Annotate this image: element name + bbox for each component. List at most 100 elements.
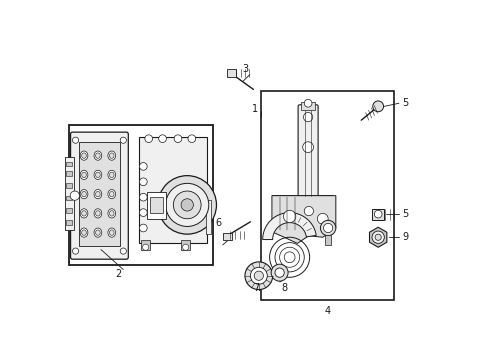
Ellipse shape bbox=[96, 230, 100, 235]
Bar bbox=[66, 171, 73, 176]
Ellipse shape bbox=[96, 153, 100, 158]
Bar bbox=[222, 233, 232, 240]
Bar bbox=[372, 209, 384, 220]
Bar bbox=[141, 240, 150, 249]
Text: 9: 9 bbox=[402, 232, 408, 242]
Circle shape bbox=[181, 199, 194, 211]
Polygon shape bbox=[272, 195, 336, 243]
Bar bbox=[301, 103, 315, 110]
Ellipse shape bbox=[109, 192, 114, 197]
Circle shape bbox=[120, 248, 126, 254]
Ellipse shape bbox=[109, 172, 114, 177]
Circle shape bbox=[140, 209, 147, 216]
Circle shape bbox=[140, 178, 147, 186]
Circle shape bbox=[250, 267, 268, 284]
Ellipse shape bbox=[80, 189, 88, 199]
Bar bbox=[227, 69, 237, 77]
Text: 1: 1 bbox=[252, 104, 258, 114]
Ellipse shape bbox=[80, 209, 88, 218]
Circle shape bbox=[174, 135, 182, 143]
Ellipse shape bbox=[82, 153, 86, 158]
Ellipse shape bbox=[96, 211, 100, 216]
Ellipse shape bbox=[82, 230, 86, 235]
Ellipse shape bbox=[80, 228, 88, 237]
Circle shape bbox=[373, 101, 384, 112]
Circle shape bbox=[271, 264, 288, 281]
Circle shape bbox=[73, 137, 78, 143]
Circle shape bbox=[323, 223, 333, 233]
Circle shape bbox=[140, 163, 147, 170]
Circle shape bbox=[372, 231, 384, 243]
Text: 3: 3 bbox=[243, 64, 249, 73]
FancyBboxPatch shape bbox=[71, 132, 128, 259]
Ellipse shape bbox=[96, 172, 100, 177]
Circle shape bbox=[320, 220, 336, 236]
Ellipse shape bbox=[96, 192, 100, 197]
FancyBboxPatch shape bbox=[298, 105, 318, 205]
Ellipse shape bbox=[108, 189, 116, 199]
Circle shape bbox=[143, 244, 149, 250]
Ellipse shape bbox=[80, 151, 88, 160]
Circle shape bbox=[120, 137, 126, 143]
Circle shape bbox=[283, 210, 296, 222]
Text: 7: 7 bbox=[253, 283, 260, 293]
Ellipse shape bbox=[109, 153, 114, 158]
Ellipse shape bbox=[82, 192, 86, 197]
Bar bbox=[147, 192, 167, 219]
Circle shape bbox=[318, 213, 328, 224]
Circle shape bbox=[303, 142, 314, 153]
Text: 2: 2 bbox=[116, 269, 122, 279]
Bar bbox=[66, 195, 73, 200]
Polygon shape bbox=[369, 227, 387, 247]
Bar bbox=[325, 235, 331, 245]
Circle shape bbox=[166, 183, 209, 226]
Bar bbox=[66, 208, 73, 213]
Circle shape bbox=[140, 193, 147, 201]
Bar bbox=[206, 199, 211, 234]
Bar bbox=[272, 195, 332, 214]
Text: 8: 8 bbox=[281, 283, 287, 293]
Text: 4: 4 bbox=[324, 306, 330, 316]
Ellipse shape bbox=[108, 151, 116, 160]
Ellipse shape bbox=[82, 172, 86, 177]
Circle shape bbox=[304, 99, 312, 107]
Bar bbox=[78, 142, 120, 246]
Ellipse shape bbox=[108, 170, 116, 180]
Text: 5: 5 bbox=[402, 209, 408, 219]
Ellipse shape bbox=[109, 230, 114, 235]
Circle shape bbox=[375, 234, 381, 240]
Bar bbox=[150, 197, 163, 213]
Circle shape bbox=[245, 262, 272, 289]
Ellipse shape bbox=[94, 170, 102, 180]
Bar bbox=[66, 220, 73, 225]
Bar bbox=[66, 162, 73, 166]
Circle shape bbox=[70, 191, 79, 200]
Ellipse shape bbox=[108, 209, 116, 218]
Circle shape bbox=[188, 135, 196, 143]
Circle shape bbox=[284, 252, 295, 263]
Ellipse shape bbox=[80, 170, 88, 180]
Circle shape bbox=[158, 176, 217, 234]
Circle shape bbox=[159, 135, 167, 143]
Circle shape bbox=[275, 268, 284, 277]
Text: 5: 5 bbox=[402, 98, 408, 108]
Bar bbox=[69, 125, 213, 265]
Ellipse shape bbox=[94, 209, 102, 218]
Circle shape bbox=[145, 135, 152, 143]
Circle shape bbox=[140, 224, 147, 232]
Ellipse shape bbox=[94, 151, 102, 160]
Polygon shape bbox=[263, 213, 316, 239]
Ellipse shape bbox=[94, 189, 102, 199]
Ellipse shape bbox=[109, 211, 114, 216]
Bar bbox=[66, 183, 73, 188]
Circle shape bbox=[183, 244, 189, 250]
Bar bbox=[65, 157, 74, 230]
Circle shape bbox=[304, 206, 314, 216]
Circle shape bbox=[73, 248, 78, 254]
Ellipse shape bbox=[108, 228, 116, 237]
Circle shape bbox=[254, 271, 264, 280]
Bar bbox=[181, 240, 190, 249]
Circle shape bbox=[173, 191, 201, 219]
Circle shape bbox=[374, 210, 382, 218]
Text: 6: 6 bbox=[215, 219, 221, 228]
